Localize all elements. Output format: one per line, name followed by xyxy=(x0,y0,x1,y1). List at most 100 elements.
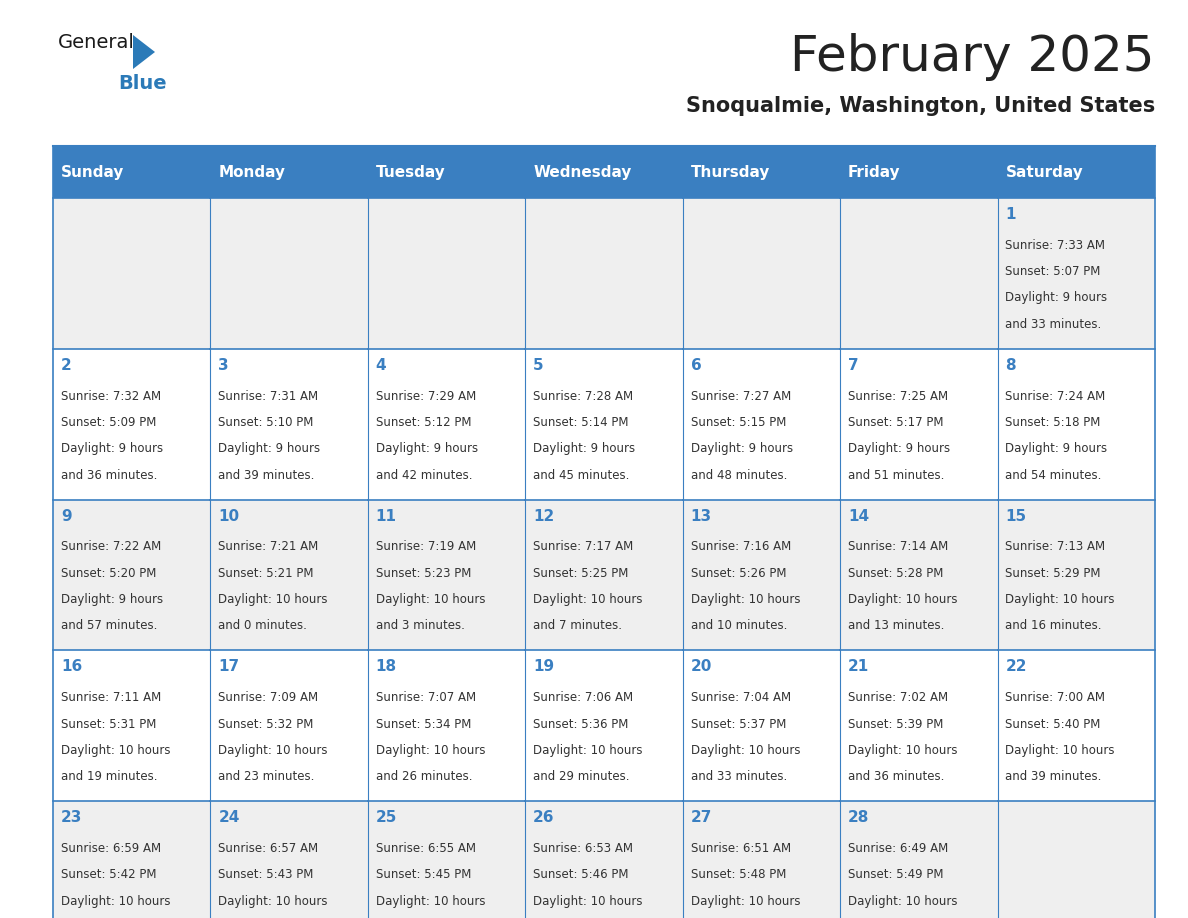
Bar xyxy=(840,499,998,650)
Text: 11: 11 xyxy=(375,509,397,523)
Bar xyxy=(53,198,210,349)
Bar xyxy=(368,650,525,801)
Text: 26: 26 xyxy=(533,811,555,825)
Text: 8: 8 xyxy=(1005,358,1016,373)
Text: Sunset: 5:25 PM: Sunset: 5:25 PM xyxy=(533,566,628,579)
Text: Sunset: 5:15 PM: Sunset: 5:15 PM xyxy=(690,416,786,429)
Text: Daylight: 10 hours: Daylight: 10 hours xyxy=(1005,593,1116,606)
Text: Sunset: 5:39 PM: Sunset: 5:39 PM xyxy=(848,718,943,731)
Text: and 10 minutes.: and 10 minutes. xyxy=(690,620,786,633)
Bar xyxy=(998,801,1155,918)
Bar xyxy=(525,146,683,198)
Bar xyxy=(210,801,368,918)
Bar xyxy=(53,499,210,650)
Text: 21: 21 xyxy=(848,659,870,675)
Text: and 36 minutes.: and 36 minutes. xyxy=(61,469,157,482)
Text: Sunrise: 7:22 AM: Sunrise: 7:22 AM xyxy=(61,541,162,554)
Text: Sunrise: 7:16 AM: Sunrise: 7:16 AM xyxy=(690,541,791,554)
Text: Sunrise: 7:33 AM: Sunrise: 7:33 AM xyxy=(1005,239,1106,252)
Text: Sunset: 5:46 PM: Sunset: 5:46 PM xyxy=(533,868,628,881)
Text: 17: 17 xyxy=(219,659,240,675)
Text: Sunrise: 6:59 AM: Sunrise: 6:59 AM xyxy=(61,842,162,855)
Bar xyxy=(683,499,840,650)
Text: 27: 27 xyxy=(690,811,712,825)
Bar xyxy=(840,349,998,499)
Bar xyxy=(683,801,840,918)
Text: Sunrise: 7:27 AM: Sunrise: 7:27 AM xyxy=(690,389,791,402)
Text: Sunrise: 7:28 AM: Sunrise: 7:28 AM xyxy=(533,389,633,402)
Text: Sunrise: 7:07 AM: Sunrise: 7:07 AM xyxy=(375,691,476,704)
Text: 24: 24 xyxy=(219,811,240,825)
Text: and 42 minutes.: and 42 minutes. xyxy=(375,469,472,482)
Bar xyxy=(368,499,525,650)
Text: Daylight: 9 hours: Daylight: 9 hours xyxy=(533,442,636,455)
Text: Daylight: 10 hours: Daylight: 10 hours xyxy=(848,744,958,757)
Text: Sunset: 5:37 PM: Sunset: 5:37 PM xyxy=(690,718,786,731)
Bar xyxy=(525,349,683,499)
Text: and 54 minutes.: and 54 minutes. xyxy=(1005,469,1101,482)
Text: Daylight: 9 hours: Daylight: 9 hours xyxy=(1005,292,1107,305)
Bar xyxy=(683,650,840,801)
Bar xyxy=(683,146,840,198)
Text: Sunset: 5:09 PM: Sunset: 5:09 PM xyxy=(61,416,157,429)
Text: Sunrise: 7:13 AM: Sunrise: 7:13 AM xyxy=(1005,541,1106,554)
Text: Sunrise: 7:14 AM: Sunrise: 7:14 AM xyxy=(848,541,948,554)
Text: Sunrise: 7:25 AM: Sunrise: 7:25 AM xyxy=(848,389,948,402)
Text: Sunset: 5:34 PM: Sunset: 5:34 PM xyxy=(375,718,472,731)
Text: 25: 25 xyxy=(375,811,397,825)
Bar xyxy=(53,801,210,918)
Text: Snoqualmie, Washington, United States: Snoqualmie, Washington, United States xyxy=(685,96,1155,116)
Bar xyxy=(683,349,840,499)
Text: Sunrise: 6:55 AM: Sunrise: 6:55 AM xyxy=(375,842,475,855)
Text: Sunrise: 7:09 AM: Sunrise: 7:09 AM xyxy=(219,691,318,704)
Text: 3: 3 xyxy=(219,358,229,373)
Text: Sunrise: 7:32 AM: Sunrise: 7:32 AM xyxy=(61,389,162,402)
Text: Sunset: 5:10 PM: Sunset: 5:10 PM xyxy=(219,416,314,429)
Text: Sunrise: 6:57 AM: Sunrise: 6:57 AM xyxy=(219,842,318,855)
Text: 6: 6 xyxy=(690,358,701,373)
Text: 9: 9 xyxy=(61,509,71,523)
Text: Sunrise: 7:29 AM: Sunrise: 7:29 AM xyxy=(375,389,476,402)
Text: Daylight: 9 hours: Daylight: 9 hours xyxy=(848,442,950,455)
Text: Sunrise: 7:11 AM: Sunrise: 7:11 AM xyxy=(61,691,162,704)
Text: 28: 28 xyxy=(848,811,870,825)
Polygon shape xyxy=(133,35,154,69)
Text: Tuesday: Tuesday xyxy=(375,164,446,180)
Text: and 16 minutes.: and 16 minutes. xyxy=(1005,620,1102,633)
Text: Sunrise: 7:06 AM: Sunrise: 7:06 AM xyxy=(533,691,633,704)
Text: Sunset: 5:42 PM: Sunset: 5:42 PM xyxy=(61,868,157,881)
Text: Daylight: 10 hours: Daylight: 10 hours xyxy=(533,593,643,606)
Text: Sunset: 5:21 PM: Sunset: 5:21 PM xyxy=(219,566,314,579)
Text: Daylight: 10 hours: Daylight: 10 hours xyxy=(848,593,958,606)
Text: 4: 4 xyxy=(375,358,386,373)
Text: Daylight: 10 hours: Daylight: 10 hours xyxy=(533,744,643,757)
Text: and 48 minutes.: and 48 minutes. xyxy=(690,469,786,482)
Text: Daylight: 10 hours: Daylight: 10 hours xyxy=(61,895,170,908)
Text: Sunday: Sunday xyxy=(61,164,125,180)
Text: Sunset: 5:17 PM: Sunset: 5:17 PM xyxy=(848,416,943,429)
Text: and 57 minutes.: and 57 minutes. xyxy=(61,620,157,633)
Text: 12: 12 xyxy=(533,509,555,523)
Text: Daylight: 10 hours: Daylight: 10 hours xyxy=(219,593,328,606)
Text: Thursday: Thursday xyxy=(690,164,770,180)
Text: Daylight: 9 hours: Daylight: 9 hours xyxy=(1005,442,1107,455)
Text: Sunset: 5:23 PM: Sunset: 5:23 PM xyxy=(375,566,472,579)
Text: Sunset: 5:43 PM: Sunset: 5:43 PM xyxy=(219,868,314,881)
Bar xyxy=(368,349,525,499)
Text: 18: 18 xyxy=(375,659,397,675)
Text: and 51 minutes.: and 51 minutes. xyxy=(848,469,944,482)
Text: 23: 23 xyxy=(61,811,82,825)
Bar xyxy=(368,198,525,349)
Bar xyxy=(525,650,683,801)
Text: and 45 minutes.: and 45 minutes. xyxy=(533,469,630,482)
Text: Daylight: 10 hours: Daylight: 10 hours xyxy=(219,744,328,757)
Text: Sunrise: 7:21 AM: Sunrise: 7:21 AM xyxy=(219,541,318,554)
Text: 16: 16 xyxy=(61,659,82,675)
Text: Daylight: 10 hours: Daylight: 10 hours xyxy=(61,744,170,757)
Text: 20: 20 xyxy=(690,659,712,675)
Text: 1: 1 xyxy=(1005,207,1016,222)
Text: 7: 7 xyxy=(848,358,859,373)
Text: Sunrise: 6:53 AM: Sunrise: 6:53 AM xyxy=(533,842,633,855)
Text: Sunrise: 7:04 AM: Sunrise: 7:04 AM xyxy=(690,691,791,704)
Text: 14: 14 xyxy=(848,509,870,523)
